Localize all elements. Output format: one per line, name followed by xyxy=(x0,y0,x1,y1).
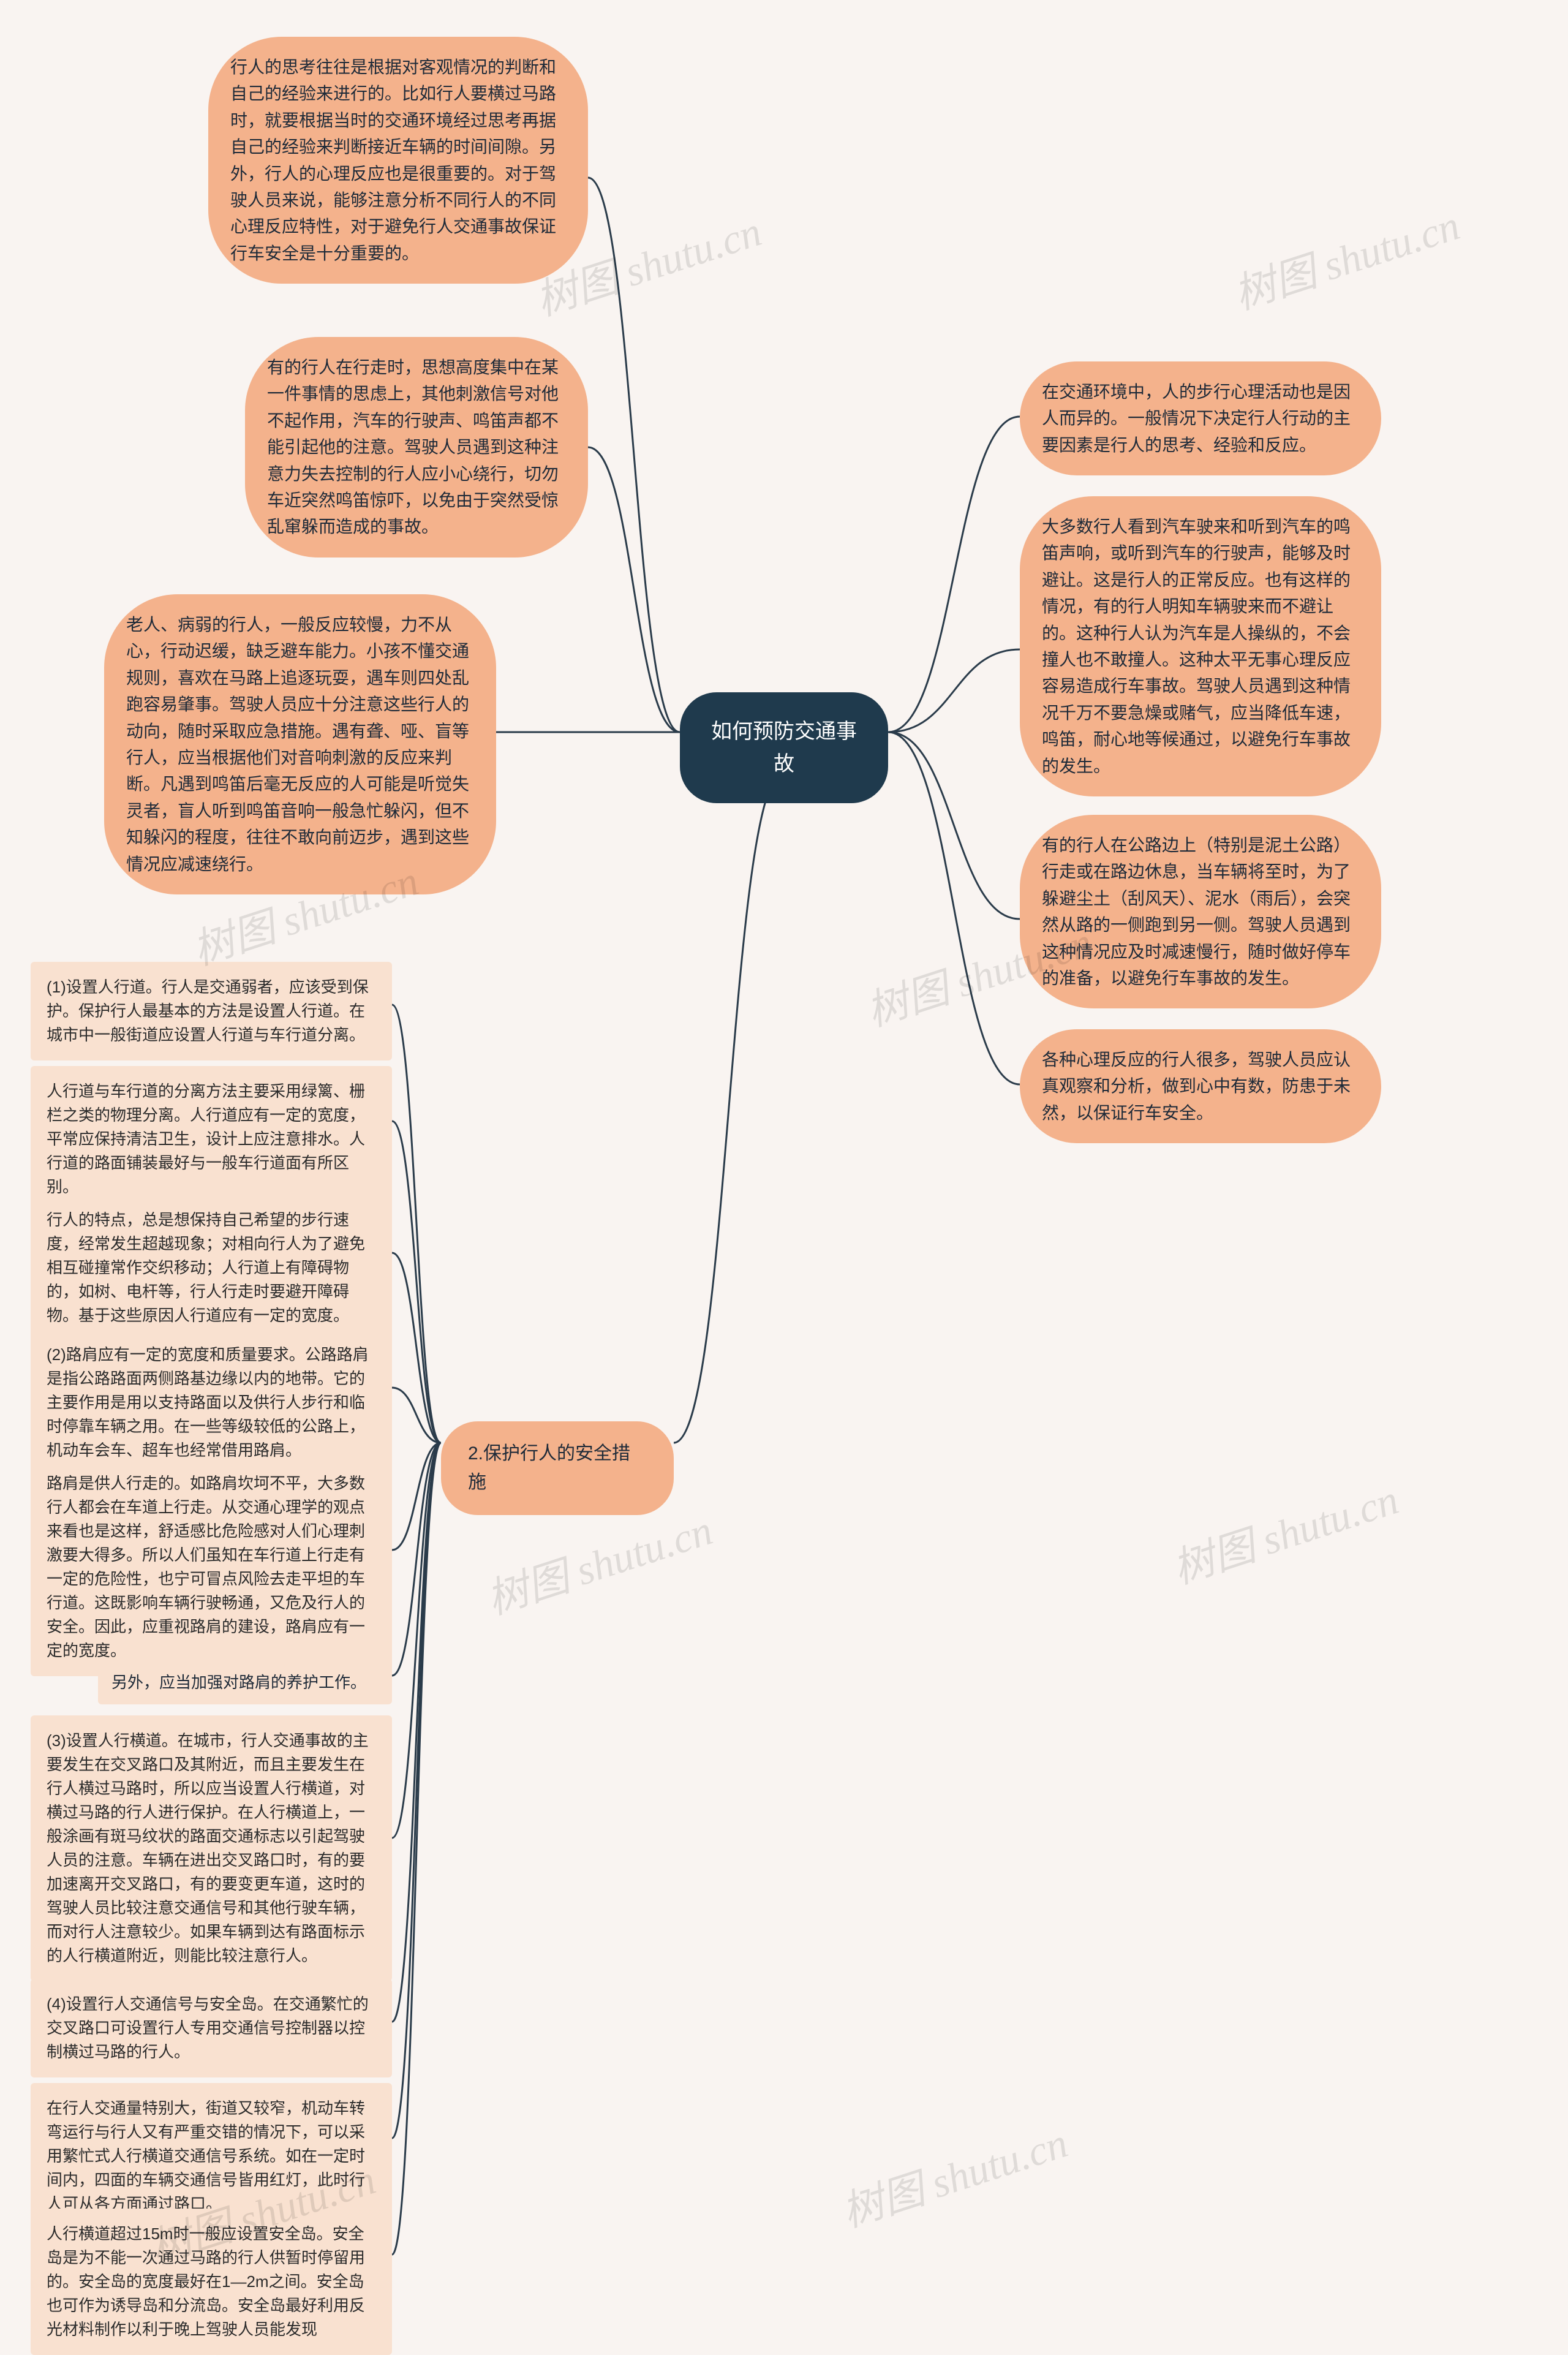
right-peach-1: 在交通环境中，人的步行心理活动也是因人而异的。一般情况下决定行人行动的主要因素是… xyxy=(1020,361,1381,475)
watermark: 树图 shutu.cn xyxy=(1225,191,1466,321)
left-peach-1: 行人的思考往往是根据对客观情况的判断和自己的经验来进行的。比如行人要横过马路时，… xyxy=(208,37,588,284)
rect-6: (3)设置人行横道。在城市，行人交通事故的主要发生在交叉路口及其附近，而且主要发… xyxy=(31,1715,392,1981)
rect-5: 路肩是供人行走的。如路肩坎坷不平，大多数行人都会在车道上行走。从交通心理学的观点… xyxy=(31,1458,392,1676)
left-peach-3: 老人、病弱的行人，一般反应较慢，力不从心，行动迟缓，缺乏避车能力。小孩不懂交通规… xyxy=(104,594,496,894)
left-peach-2: 有的行人在行走时，思想高度集中在某一件事情的思虑上，其他刺激信号对他不起作用，汽… xyxy=(245,337,588,558)
watermark: 树图 shutu.cn xyxy=(478,1496,718,1626)
right-peach-2: 大多数行人看到汽车驶来和听到汽车的鸣笛声响，或听到汽车的行驶声，能够及时避让。这… xyxy=(1020,496,1381,796)
watermark: 树图 shutu.cn xyxy=(1164,1465,1404,1595)
rect-5b: 另外，应当加强对路肩的养护工作。 xyxy=(98,1660,392,1704)
rect-7: (4)设置行人交通信号与安全岛。在交通繁忙的交叉路口可设置行人专用交通信号控制器… xyxy=(31,1979,392,2077)
rect-2: 人行道与车行道的分离方法主要采用绿篱、栅栏之类的物理分离。人行道应有一定的宽度，… xyxy=(31,1066,392,1212)
center-node: 如何预防交通事故 xyxy=(680,692,888,803)
rect-4: (2)路肩应有一定的宽度和质量要求。公路路肩是指公路路面两侧路基边缘以内的地带。… xyxy=(31,1329,392,1476)
rect-3: 行人的特点，总是想保持自己希望的步行速度，经常发生超越现象；对相向行人为了避免相… xyxy=(31,1195,392,1341)
watermark: 树图 shutu.cn xyxy=(833,2109,1074,2239)
rect-9: 人行横道超过15m时一般应设置安全岛。安全岛是为不能一次通过马路的行人供暂时停留… xyxy=(31,2209,392,2355)
secondary-node-2: 2.保护行人的安全措施 xyxy=(441,1421,674,1515)
right-peach-3: 有的行人在公路边上（特别是泥土公路）行走或在路边休息，当车辆将至时，为了躲避尘土… xyxy=(1020,815,1381,1008)
right-peach-4: 各种心理反应的行人很多，驾驶人员应认真观察和分析，做到心中有数，防患于未然，以保… xyxy=(1020,1029,1381,1143)
rect-1: (1)设置人行道。行人是交通弱者，应该受到保护。保护行人最基本的方法是设置人行道… xyxy=(31,962,392,1060)
rect-8: 在行人交通量特别大，街道又较窄，机动车转弯运行与行人又有严重交错的情况下，可以采… xyxy=(31,2083,392,2229)
